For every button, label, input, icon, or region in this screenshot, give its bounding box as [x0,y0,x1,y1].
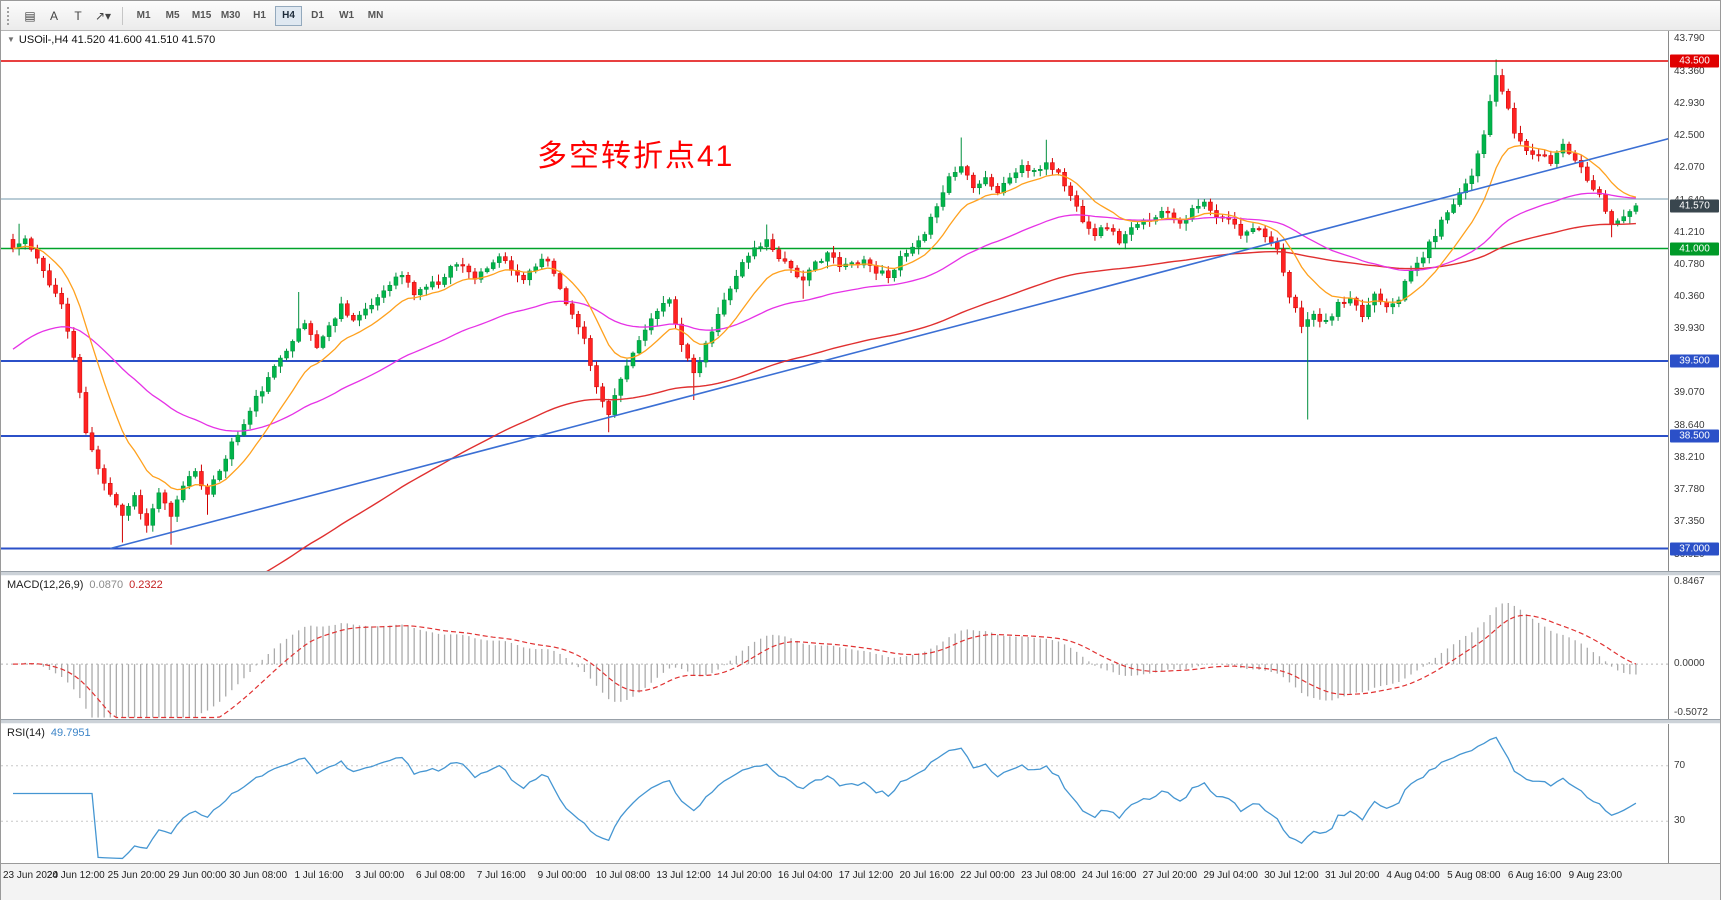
hline-price-badge: 39.500 [1670,354,1719,368]
time-axis-label: 23 Jun 2020 [3,870,59,881]
ohlc-values: 41.520 41.600 41.510 41.570 [71,34,216,46]
time-axis-label: 1 Jul 16:00 [294,870,344,881]
price-axis-tick: 37.780 [1674,484,1705,495]
time-axis-label: 6 Aug 16:00 [1507,870,1562,881]
rsi-panel: RSI(14) 49.7951 70 30 [1,724,1720,863]
macd-value-main: 0.0870 [89,579,124,591]
time-axis-label: 13 Jul 12:00 [656,870,711,881]
price-axis-tick: 37.350 [1674,516,1705,528]
macd-axis-tick: 0.8467 [1674,576,1705,587]
time-axis-label: 14 Jul 20:00 [717,870,772,881]
rsi-label: RSI(14) 49.7951 [7,727,91,739]
main-chart-panel: ▼ USOil-,H4 41.520 41.600 41.510 41.570 多… [1,31,1720,571]
time-axis-label: 25 Jun 20:00 [107,870,166,881]
macd-label: MACD(12,26,9) 0.0870 0.2322 [7,579,163,591]
time-axis-label: 9 Jul 00:00 [537,870,587,881]
price-axis-tick: 39.070 [1674,387,1705,399]
timeframe-h4[interactable]: H4 [275,5,303,26]
text-box-icon[interactable]: T [74,8,82,23]
arrows-tool-dropdown-icon[interactable]: ↗▾ [95,8,112,23]
hline-price-badge: 37.000 [1670,542,1719,555]
toolbar: ▤ A T ↗▾ M1 M5 M15 M30 H1 H4 D1 W1 MN [1,1,1720,31]
collapse-icon[interactable]: ▼ [7,35,15,44]
main-chart-canvas[interactable] [1,31,1670,571]
symbol-name: USOil-,H4 [18,34,69,46]
panel-splitter[interactable] [1,571,1720,576]
time-axis-label: 6 Jul 08:00 [416,870,465,881]
toolbar-grip [7,6,12,25]
time-axis-label: 29 Jul 04:00 [1203,870,1258,881]
timeframe-m1[interactable]: M1 [136,10,151,21]
time-axis-label: 9 Aug 23:00 [1568,870,1623,881]
hline-price-badge: 43.500 [1670,54,1719,68]
timeframe-m30[interactable]: M30 [220,10,241,21]
price-axis-tick: 38.210 [1674,451,1705,463]
time-axis-label: 30 Jun 08:00 [229,870,288,881]
time-axis-label: 20 Jul 16:00 [899,870,955,881]
price-axis-tick: 42.500 [1674,130,1705,141]
time-axis-label: 17 Jul 12:00 [838,870,894,881]
time-axis-label: 29 Jun 00:00 [168,870,227,881]
chart-windows-icon[interactable]: ▤ [24,8,36,23]
time-axis-label: 16 Jul 04:00 [777,870,833,881]
time-axis-label: 27 Jul 20:00 [1142,870,1198,881]
hline-price-badge: 38.500 [1670,429,1719,443]
price-axis[interactable]: 43.79043.36042.93042.50042.07041.64041.2… [1668,31,1720,571]
price-axis-tick: 38.640 [1674,419,1705,431]
time-axis[interactable]: 23 Jun 2020 24 Jun 12:00 25 Jun 20:00 29 Ju… [1,863,1720,900]
time-axis-label: 31 Jul 20:00 [1324,870,1380,881]
timeframe-m15[interactable]: M15 [191,10,212,21]
price-axis-tick: 42.070 [1674,162,1705,174]
rsi-canvas[interactable] [1,724,1670,863]
price-axis-tick: 40.360 [1674,290,1705,302]
macd-panel: MACD(12,26,9) 0.0870 0.2322 0.8467 0.0000 -0… [1,576,1720,719]
macd-value-signal: 0.2322 [129,579,163,591]
timeframe-group: M1 M5 M15 M30 H1 H4 D1 W1 MN [129,5,390,26]
time-axis-label: 24 Jul 16:00 [1081,870,1137,881]
text-label-icon[interactable]: A [49,8,58,23]
timeframe-w1[interactable]: W1 [339,10,355,21]
rsi-axis-tick: 70 [1674,759,1686,771]
toolbar-separator [122,6,124,25]
timeframe-h1[interactable]: H1 [253,10,266,21]
rsi-name: RSI(14) [7,727,45,739]
macd-name: MACD(12,26,9) [7,579,84,591]
time-axis-label: 23 Jul 08:00 [1021,870,1076,881]
bid-price-badge: 41.570 [1670,199,1719,213]
hline-price-badge: 41.000 [1670,242,1719,255]
price-axis-tick: 43.360 [1674,65,1705,77]
time-axis-label: 30 Jul 12:00 [1264,870,1319,881]
time-axis-label: 24 Jun 12:00 [46,870,105,881]
timeframe-m5[interactable]: M5 [165,10,180,21]
price-axis-tick: 40.780 [1674,259,1705,270]
price-axis-tick: 39.930 [1674,322,1705,334]
toolbar-icons: ▤ A T ↗▾ [18,5,116,27]
panel-splitter[interactable] [1,719,1720,724]
macd-axis[interactable]: 0.8467 0.0000 -0.5072 [1668,576,1720,719]
time-axis-label: 5 Aug 08:00 [1447,870,1501,881]
price-axis-tick: 42.930 [1674,97,1705,109]
price-axis-tick: 41.210 [1674,226,1705,238]
time-axis-label: 10 Jul 08:00 [595,870,651,881]
macd-axis-tick: 0.0000 [1674,658,1705,670]
rsi-value: 49.7951 [50,727,91,739]
time-axis-label: 22 Jul 00:00 [960,870,1015,881]
time-axis-label: 4 Aug 04:00 [1386,870,1440,881]
symbol-quote-line: ▼ USOil-,H4 41.520 41.600 41.510 41.570 [7,34,215,46]
macd-canvas[interactable] [1,576,1670,719]
time-axis-label: 7 Jul 16:00 [476,870,526,881]
timeframe-mn[interactable]: MN [367,10,384,21]
macd-axis-tick: -0.5072 [1674,707,1708,718]
rsi-axis[interactable]: 70 30 [1668,724,1720,863]
rsi-axis-tick: 30 [1674,815,1686,827]
price-axis-tick: 43.790 [1674,33,1705,45]
timeframe-d1[interactable]: D1 [311,10,324,21]
chart-annotation-text[interactable]: 多空转折点41 [537,140,735,173]
time-axis-label: 3 Jul 00:00 [355,870,405,881]
